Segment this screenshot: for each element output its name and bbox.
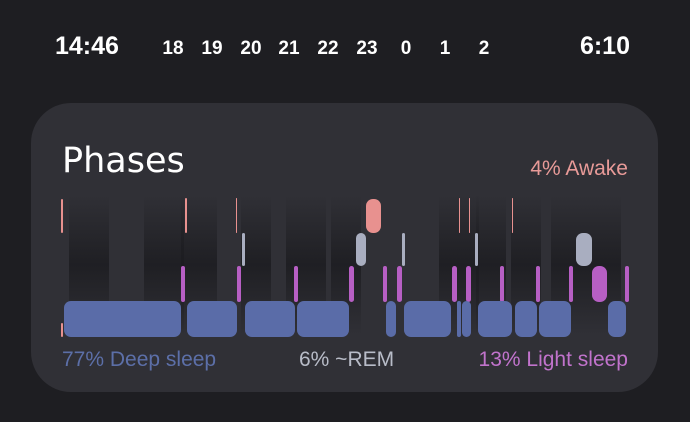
light-sleep-segment — [294, 266, 298, 302]
light-sleep-segment — [536, 266, 540, 302]
deep-sleep-segment — [404, 301, 451, 337]
rem-segment — [475, 233, 478, 266]
deep-sleep-segment — [245, 301, 295, 337]
timeline-header: 14:46 18 19 20 21 22 23 0 1 2 6:10 — [0, 0, 690, 100]
rem-segment — [402, 233, 405, 266]
deep-sleep-segment — [187, 301, 237, 337]
awake-segment — [61, 199, 63, 233]
deep-sleep-segment — [457, 301, 461, 337]
deep-sleep-segment — [608, 301, 626, 337]
awake-segment — [459, 198, 460, 233]
card-title: Phases — [62, 141, 185, 181]
awake-segment — [366, 199, 381, 233]
deep-sleep-segment — [515, 301, 537, 337]
rem-segment — [242, 233, 245, 266]
end-time: 6:10 — [579, 32, 630, 60]
sleep-phases-chart — [61, 195, 629, 337]
hour-label: 22 — [317, 38, 339, 59]
deep-sleep-segment — [539, 301, 571, 337]
hour-label: 21 — [278, 38, 300, 59]
deep-sleep-segment — [478, 301, 512, 337]
awake-segment — [185, 198, 187, 233]
phases-card[interactable]: Phases 4% Awake 77% Deep sleep 6% ~REM 1… — [31, 103, 658, 392]
light-sleep-segment — [500, 266, 504, 302]
hour-label: 18 — [162, 38, 184, 59]
deep-sleep-percentage: 77% Deep sleep — [62, 348, 217, 371]
awake-segment — [469, 198, 470, 233]
light-sleep-segment — [237, 266, 241, 302]
deep-sleep-segment — [64, 301, 181, 337]
deep-sleep-segment — [462, 301, 471, 337]
light-sleep-segment — [349, 266, 354, 302]
hour-label: 1 — [439, 38, 451, 59]
light-sleep-segment — [625, 266, 629, 302]
light-sleep-segment — [569, 266, 573, 302]
awake-segment — [236, 198, 237, 233]
light-sleep-segment — [592, 266, 607, 302]
start-time: 14:46 — [55, 32, 119, 60]
rem-segment — [576, 233, 592, 266]
awake-segment — [61, 323, 63, 337]
hour-label: 2 — [478, 38, 490, 59]
light-sleep-segment — [383, 266, 387, 302]
rem-percentage: 6% ~REM — [299, 348, 395, 371]
hour-label: 19 — [201, 38, 223, 59]
hour-label: 20 — [240, 38, 262, 59]
light-sleep-segment — [181, 266, 185, 302]
hour-label: 0 — [400, 38, 412, 59]
awake-segment — [512, 198, 513, 233]
deep-sleep-segment — [386, 301, 396, 337]
rem-segment — [356, 233, 366, 266]
light-sleep-segment — [466, 266, 471, 302]
awake-percentage: 4% Awake — [530, 157, 628, 180]
light-sleep-segment — [397, 266, 402, 302]
light-sleep-percentage: 13% Light sleep — [478, 348, 628, 371]
light-sleep-segment — [452, 266, 457, 302]
hour-label: 23 — [356, 38, 378, 59]
deep-sleep-segment — [297, 301, 349, 337]
